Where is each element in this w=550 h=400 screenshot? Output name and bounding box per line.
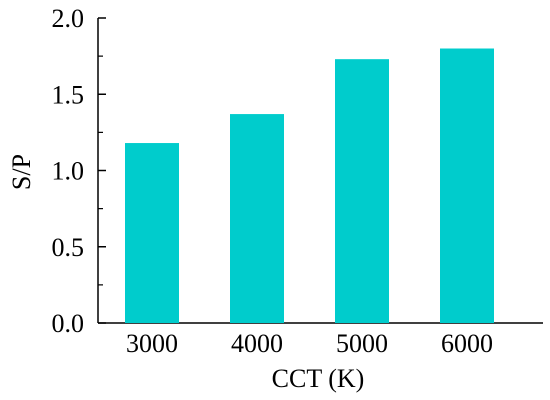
bars <box>125 48 494 324</box>
x-axis: 3000 4000 5000 6000 <box>126 329 493 358</box>
x-tick-label: 5000 <box>336 329 388 358</box>
y-tick-label: 0.0 <box>52 309 85 338</box>
bar-6000 <box>440 48 494 323</box>
y-axis: 0.0 0.5 1.0 1.5 2.0 <box>52 4 106 338</box>
x-tick-label: 4000 <box>231 329 283 358</box>
y-tick-label: 1.0 <box>52 157 85 186</box>
y-tick-label: 0.5 <box>52 233 85 262</box>
y-tick-label: 1.5 <box>52 80 85 109</box>
x-tick-label: 6000 <box>441 329 493 358</box>
bar-5000 <box>335 59 389 324</box>
bar-3000 <box>125 143 179 323</box>
x-tick-label: 3000 <box>126 329 178 358</box>
y-axis-title: S/P <box>7 154 36 190</box>
y-tick-label: 2.0 <box>52 4 85 33</box>
x-axis-title: CCT (K) <box>272 364 365 393</box>
bar-4000 <box>230 114 284 323</box>
